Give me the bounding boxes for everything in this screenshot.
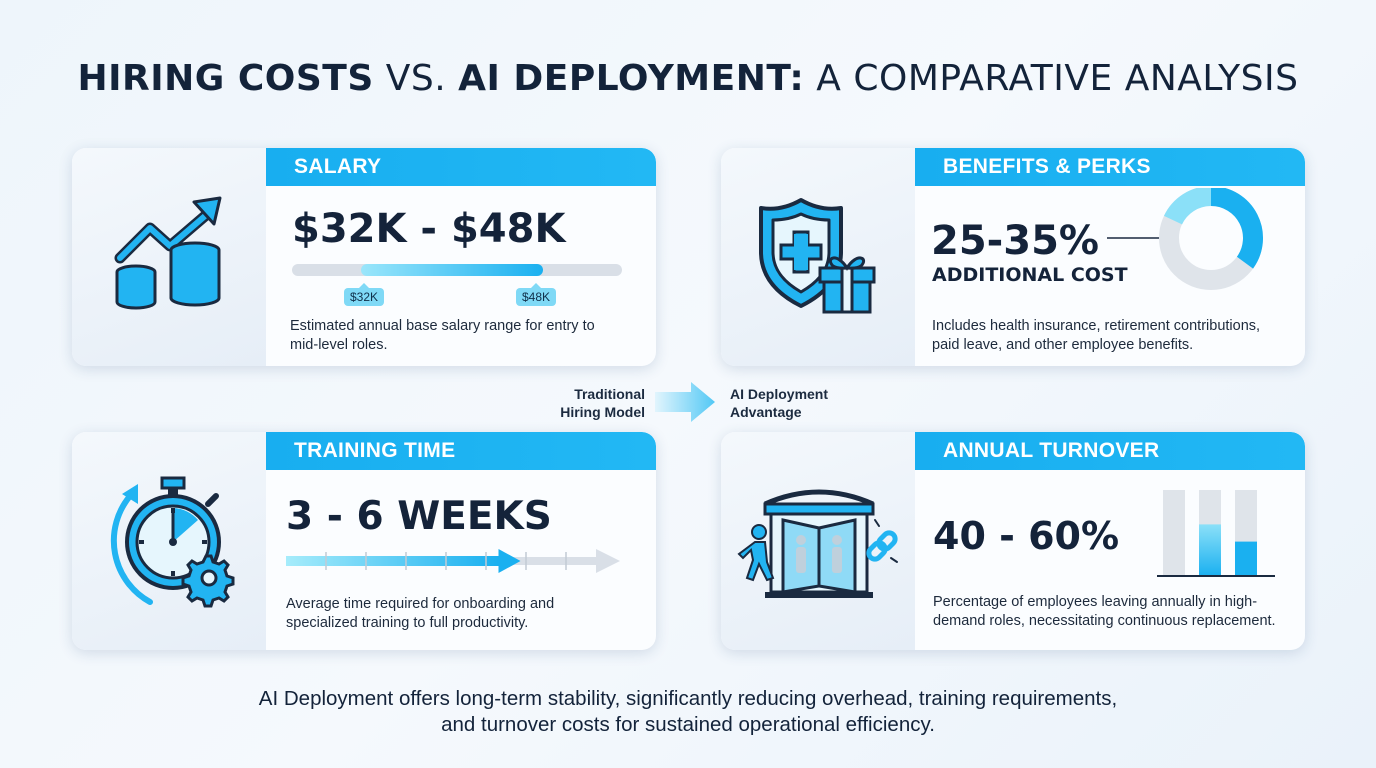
- training-heading: TRAINING TIME: [266, 432, 656, 470]
- turnover-bars: [1163, 490, 1257, 576]
- salary-card: SALARY $32K - $48K $32K $48K Estimated a…: [72, 148, 656, 366]
- benefits-value: 25-35%: [931, 218, 1100, 264]
- page-title: HIRING COSTS VS. AI DEPLOYMENT: A COMPAR…: [0, 58, 1376, 99]
- benefits-heading: BENEFITS & PERKS: [915, 148, 1305, 186]
- salary-range-track: [292, 264, 622, 276]
- training-card: TRAINING TIME 3 - 6 WEEKS Average time r…: [72, 432, 656, 650]
- training-progress-arrowhead: [498, 549, 521, 573]
- benefits-description: Includes health insurance, retirement co…: [932, 318, 1261, 353]
- benefits-card: BENEFITS & PERKS 25-35% ADDITIONAL COST …: [721, 148, 1305, 366]
- ai-advantage-line2: Advantage: [730, 404, 802, 420]
- title-bold-2: AI DEPLOYMENT:: [458, 58, 805, 99]
- salary-max-label: $48K: [516, 283, 557, 306]
- summary-line1: AI Deployment offers long-term stability…: [258, 687, 1118, 710]
- ai-advantage-label: AI Deployment Advantage: [730, 385, 870, 421]
- growth-coins-icon: [114, 196, 222, 310]
- turnover-bar-track: [1163, 490, 1185, 576]
- traditional-line2: Hiring Model: [560, 404, 645, 420]
- turnover-icon-panel: [721, 432, 915, 650]
- turnover-heading: ANNUAL TURNOVER: [915, 432, 1305, 470]
- salary-description: Estimated annual base salary range for e…: [290, 318, 595, 353]
- salary-range-fill: [361, 264, 543, 276]
- training-progress: [286, 549, 620, 573]
- turnover-card: ANNUAL TURNOVER 40 - 60% Percentage of e…: [721, 432, 1305, 650]
- training-progress-fill: [286, 556, 499, 566]
- title-bold-1: HIRING COSTS: [77, 58, 374, 99]
- training-description: Average time required for onboarding and…: [286, 596, 555, 631]
- turnover-description: Percentage of employees leaving annually…: [933, 594, 1276, 629]
- turnover-bar: [1199, 524, 1221, 576]
- summary-line2: and turnover costs for sustained operati…: [441, 713, 935, 736]
- title-light-1: VS.: [373, 58, 459, 99]
- ai-advantage-line1: AI Deployment: [730, 386, 829, 402]
- salary-min-label: $32K: [344, 283, 385, 306]
- revolving-door-icon: [737, 489, 898, 598]
- salary-heading: SALARY: [266, 148, 656, 186]
- salary-value: $32K - $48K: [292, 206, 566, 252]
- training-track-arrowhead: [596, 549, 620, 573]
- salary-icon-panel: [72, 148, 266, 366]
- traditional-line1: Traditional: [574, 386, 645, 402]
- training-progress-ticks: [325, 552, 567, 570]
- benefits-subvalue: ADDITIONAL COST: [932, 264, 1128, 286]
- donut-segment-min: [1163, 188, 1212, 225]
- traditional-hiring-label: Traditional Hiring Model: [540, 385, 645, 421]
- summary-text: AI Deployment offers long-term stability…: [0, 686, 1376, 738]
- donut-segment-range: [1210, 188, 1263, 269]
- training-icon-panel: [72, 432, 266, 650]
- turnover-bar-chart: [1157, 490, 1275, 577]
- benefits-icon-panel: [721, 148, 915, 366]
- shield-gift-icon: [759, 198, 876, 314]
- stopwatch-gear-icon: [110, 476, 235, 608]
- benefits-donut-chart: [1107, 188, 1263, 290]
- transition-arrow-icon: [655, 382, 715, 422]
- turnover-bar: [1235, 541, 1257, 576]
- title-light-2: A COMPARATIVE ANALYSIS: [804, 58, 1299, 99]
- training-value: 3 - 6 WEEKS: [286, 494, 552, 539]
- turnover-value: 40 - 60%: [933, 514, 1120, 558]
